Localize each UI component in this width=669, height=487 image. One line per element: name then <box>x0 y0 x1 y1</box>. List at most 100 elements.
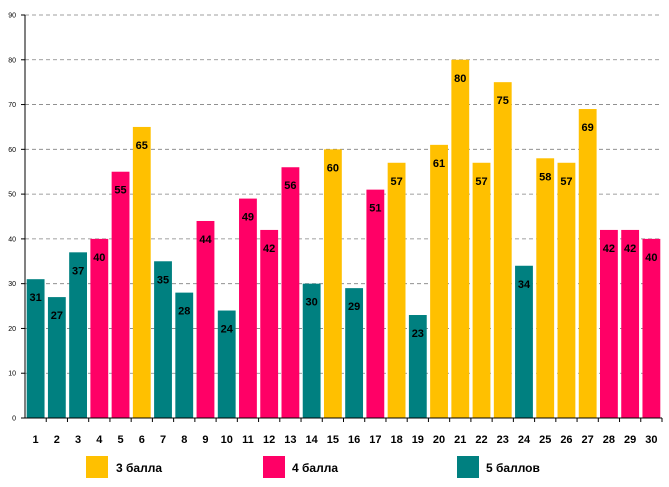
x-tick-label-12: 12 <box>263 434 275 446</box>
legend: 3 балла 4 балла 5 баллов <box>86 456 540 478</box>
gridlines <box>25 14 662 374</box>
data-label-28: 42 <box>603 243 615 255</box>
y-tick-label: 70 <box>8 102 16 109</box>
y-tick-label: 0 <box>12 416 16 423</box>
data-label-23: 75 <box>497 95 509 107</box>
data-label-27: 69 <box>582 122 594 134</box>
data-label-24: 34 <box>518 279 531 291</box>
data-label-4: 40 <box>93 252 105 264</box>
data-label-19: 23 <box>412 328 424 340</box>
x-tick-label-30: 30 <box>645 434 657 446</box>
data-label-22: 57 <box>475 176 487 188</box>
data-label-14: 30 <box>306 297 318 309</box>
legend-swatch-3-balla <box>86 456 108 478</box>
bar-14 <box>302 283 321 418</box>
bar-18 <box>387 162 406 418</box>
bar-10 <box>217 310 236 418</box>
bar-11 <box>239 198 257 418</box>
legend-swatch-5-ballov <box>457 456 479 478</box>
x-tick-label-17: 17 <box>369 434 381 446</box>
bar-2 <box>47 297 66 418</box>
y-tick-label: 10 <box>8 371 16 378</box>
x-tick-label-29: 29 <box>624 434 636 446</box>
data-label-26: 57 <box>560 176 572 188</box>
bar-13 <box>281 167 300 418</box>
legend-label-4-balla: 4 балла <box>292 461 338 475</box>
data-label-25: 58 <box>539 171 551 183</box>
bars: 31 27 37 40 55 65 35 28 44 24 49 42 56 30 60 29 51 57 23 61… <box>26 59 661 419</box>
bar-27 <box>578 109 597 419</box>
x-tick-label-6: 6 <box>139 434 145 446</box>
y-tick-label: 30 <box>8 281 16 288</box>
y-tick-label: 50 <box>8 192 16 199</box>
data-label-13: 56 <box>284 180 296 192</box>
data-label-11: 49 <box>242 212 254 224</box>
bar-12 <box>260 229 279 418</box>
legend-label-3-balla: 3 балла <box>116 461 162 475</box>
bar-17 <box>366 189 385 418</box>
x-tick-label-7: 7 <box>160 434 166 446</box>
y-axis: 0 10 20 30 40 50 60 70 80 90 <box>8 13 26 423</box>
data-label-15: 60 <box>327 162 339 174</box>
data-label-1: 31 <box>29 292 41 304</box>
data-label-12: 42 <box>263 243 275 255</box>
x-tick-label-23: 23 <box>497 434 509 446</box>
bar-20 <box>430 144 448 418</box>
x-tick-label-9: 9 <box>202 434 208 446</box>
y-tick-label: 90 <box>8 13 16 20</box>
x-tick-label-21: 21 <box>454 434 466 446</box>
data-label-20: 61 <box>433 158 445 170</box>
x-tick-label-10: 10 <box>221 434 233 446</box>
data-label-10: 24 <box>221 324 234 336</box>
bar-25 <box>536 158 555 419</box>
bar-15 <box>323 149 342 419</box>
bar-29 <box>621 229 640 418</box>
data-label-29: 42 <box>624 243 636 255</box>
bar-23 <box>493 82 512 419</box>
data-label-21: 80 <box>454 73 466 85</box>
bar-24 <box>515 265 533 418</box>
bar-4 <box>90 238 109 418</box>
data-label-17: 51 <box>369 203 381 215</box>
bar-30 <box>642 238 661 418</box>
bar-22 <box>472 162 491 418</box>
bar-7 <box>154 261 172 418</box>
data-label-5: 55 <box>114 185 126 197</box>
bar-21 <box>451 59 470 419</box>
data-label-30: 40 <box>645 252 657 264</box>
x-tick-label-18: 18 <box>390 434 402 446</box>
legend-label-5-ballov: 5 баллов <box>486 461 540 475</box>
x-tick-label-2: 2 <box>54 434 60 446</box>
data-label-7: 35 <box>157 274 169 286</box>
x-tick-label-25: 25 <box>539 434 551 446</box>
x-tick-label-13: 13 <box>284 434 296 446</box>
x-tick-label-11: 11 <box>242 434 254 446</box>
data-label-3: 37 <box>72 265 84 277</box>
x-tick-label-16: 16 <box>348 434 360 446</box>
y-tick-label: 20 <box>8 326 16 333</box>
x-tick-label-20: 20 <box>433 434 445 446</box>
x-tick-label-3: 3 <box>75 434 81 446</box>
x-tick-label-15: 15 <box>327 434 339 446</box>
data-label-6: 65 <box>136 140 148 152</box>
bar-28 <box>599 229 618 418</box>
x-tick-label-5: 5 <box>117 434 123 446</box>
bar-6 <box>132 126 151 418</box>
bar-19 <box>408 315 427 418</box>
x-tick-label-27: 27 <box>582 434 594 446</box>
y-tick-label: 60 <box>8 147 16 154</box>
x-tick-label-14: 14 <box>306 434 319 446</box>
data-label-16: 29 <box>348 301 360 313</box>
y-tick-label: 80 <box>8 57 16 64</box>
data-label-18: 57 <box>390 176 402 188</box>
legend-swatch-4-balla <box>263 456 285 478</box>
bar-8 <box>175 292 194 418</box>
bar-9 <box>196 220 215 418</box>
x-tick-label-1: 1 <box>33 434 39 446</box>
x-tick-label-28: 28 <box>603 434 615 446</box>
bar-3 <box>69 252 88 418</box>
x-tick-label-19: 19 <box>412 434 424 446</box>
x-axis: 1 2 3 4 5 6 7 8 9 10 11 12 13 14 15 16 17 18 19 20 21 22 23 24 2… <box>25 417 663 446</box>
bar-16 <box>345 288 364 418</box>
